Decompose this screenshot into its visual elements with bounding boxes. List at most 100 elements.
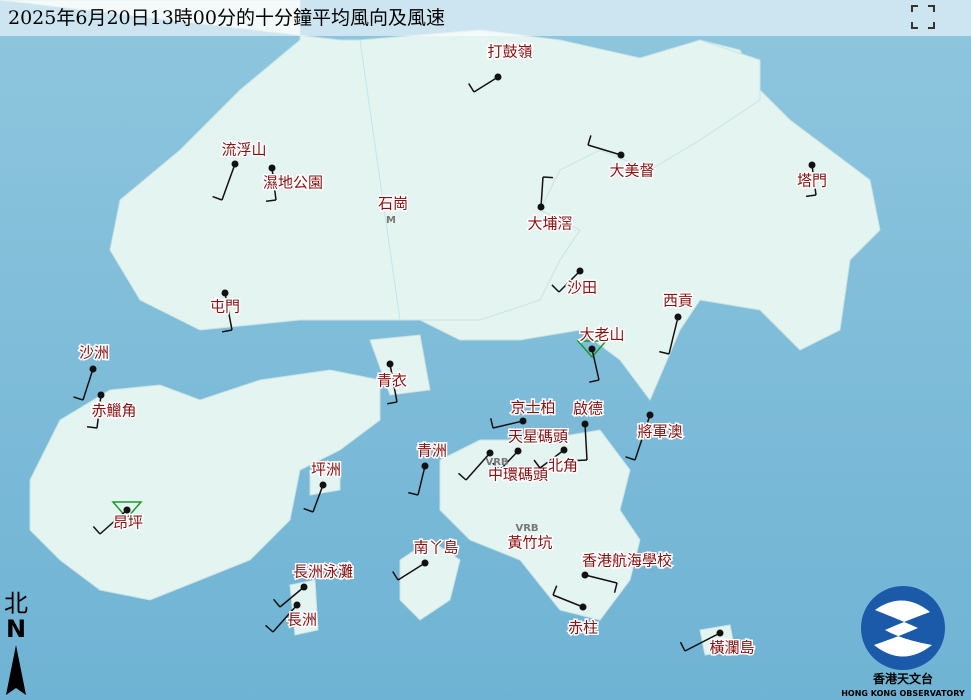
wind-barb: [584, 423, 588, 461]
wind-barb: [668, 316, 679, 355]
wind-barb: [540, 176, 544, 208]
wind-barb: [96, 394, 102, 429]
wind-barb-feather: [92, 526, 101, 535]
wind-barb-feather: [589, 379, 600, 383]
wind-barb-feather: [587, 135, 592, 146]
wind-barb: [473, 76, 499, 93]
station-dot: [581, 420, 589, 428]
station-triangle: [111, 501, 143, 520]
station-label: 屯門: [210, 298, 240, 316]
logo-english: HONG KONG OBSERVATORY: [841, 689, 965, 698]
title-bar: [0, 0, 971, 36]
station-dot: [123, 506, 131, 514]
wind-barb: [99, 509, 128, 535]
station-label: 赤柱: [568, 619, 598, 637]
logo: 香港天文台 HONG KONG OBSERVATORY: [841, 586, 965, 698]
station-dot: [300, 583, 308, 591]
wind-barb-feather: [679, 641, 686, 652]
station-label: 沙田: [567, 279, 597, 297]
wind-barb: [499, 450, 519, 471]
logo-swirl: [874, 600, 932, 657]
logo-chinese: 香港天文台: [872, 671, 933, 686]
central-nt: [359, 29, 761, 321]
wind-barb-feather: [468, 83, 475, 93]
station-label: 流浮山: [221, 141, 266, 159]
station-dot: [808, 161, 816, 169]
station-dot: [581, 571, 589, 579]
station-label: 塔門: [797, 172, 827, 190]
station-dot: [221, 289, 229, 297]
station-dot: [293, 601, 301, 609]
station-dot: [386, 360, 394, 368]
place-label: 黃竹坑: [507, 534, 552, 552]
station-label: 香港航海學校: [582, 552, 672, 570]
station-dot: [716, 629, 724, 637]
wind-barb-feather: [458, 472, 467, 481]
wind-barb: [312, 484, 324, 513]
wind-barb: [417, 465, 426, 496]
wind-barb: [465, 452, 491, 481]
station-dot: [579, 603, 587, 611]
wind-barb: [272, 604, 298, 633]
land: [0, 0, 881, 656]
wind-barb: [539, 449, 565, 469]
wind-barb-feather: [625, 456, 636, 461]
wind-barb: [811, 164, 817, 196]
station-dot: [231, 160, 239, 168]
station-dot: [486, 449, 494, 457]
wind-barb-feather: [387, 401, 398, 405]
wind-barb-feather: [408, 491, 419, 496]
fullscreen-icon[interactable]: [911, 5, 935, 29]
wind-barb-feather: [273, 598, 281, 608]
wind-barb: [558, 270, 581, 293]
wind-barb: [552, 594, 584, 608]
fullscreen-button[interactable]: [911, 5, 935, 29]
wind-barb: [587, 144, 622, 156]
wind-barb-feather: [533, 459, 541, 469]
station-dot: [89, 365, 97, 373]
station-label: 打鼓嶺: [487, 43, 532, 61]
station-label: 大埔滘: [527, 215, 572, 233]
station-dot: [576, 267, 584, 275]
station-dot: [421, 559, 429, 567]
wind-barb-feather: [86, 426, 98, 429]
station-dot: [494, 73, 502, 81]
station-label: 西貢: [663, 292, 693, 310]
station-label: 赤鱲角: [91, 402, 136, 420]
wind-barb: [634, 414, 651, 461]
station-label: 大老山: [579, 326, 624, 344]
station-dot: [617, 151, 625, 159]
wind-barb-feather: [551, 284, 560, 293]
station-dot: [514, 447, 522, 455]
station-label: 天星碼頭: [508, 428, 568, 446]
wind-barb-feather: [265, 624, 274, 633]
tsing-yi: [369, 334, 431, 396]
station-label: 中環碼頭: [488, 466, 548, 484]
wind-barb: [684, 632, 721, 652]
station-dot: [537, 203, 545, 211]
wind-barb: [224, 292, 233, 331]
wind-barb-feather: [492, 462, 501, 471]
station-dot: [421, 462, 429, 470]
station-label: 青洲: [417, 442, 447, 460]
north-letter: N: [6, 615, 26, 643]
wind-barb-feather: [265, 199, 277, 202]
station-label: 青衣: [377, 372, 407, 390]
wind-barb-feather: [73, 396, 84, 401]
station-dot: [588, 345, 596, 353]
station-label: 啟德: [573, 400, 603, 418]
hong-kong-island: [439, 429, 641, 621]
station-label: 將軍澳: [637, 423, 682, 441]
north-arrow-shape: [6, 645, 26, 695]
wind-barb-feather: [552, 585, 558, 596]
wind-barb-feather: [212, 195, 223, 201]
wind-barb: [584, 574, 618, 584]
wind-barb-feather: [222, 329, 233, 333]
wind-barb: [279, 586, 305, 608]
wind-barb-feather: [576, 459, 588, 462]
station-label: 南丫島: [413, 539, 458, 557]
station-label: 沙洲: [79, 344, 109, 362]
station-dot: [646, 411, 654, 419]
title: 2025年6月20日13時00分的十分鐘平均風向及風速: [8, 7, 445, 29]
station-label: 橫瀾島: [709, 639, 754, 657]
